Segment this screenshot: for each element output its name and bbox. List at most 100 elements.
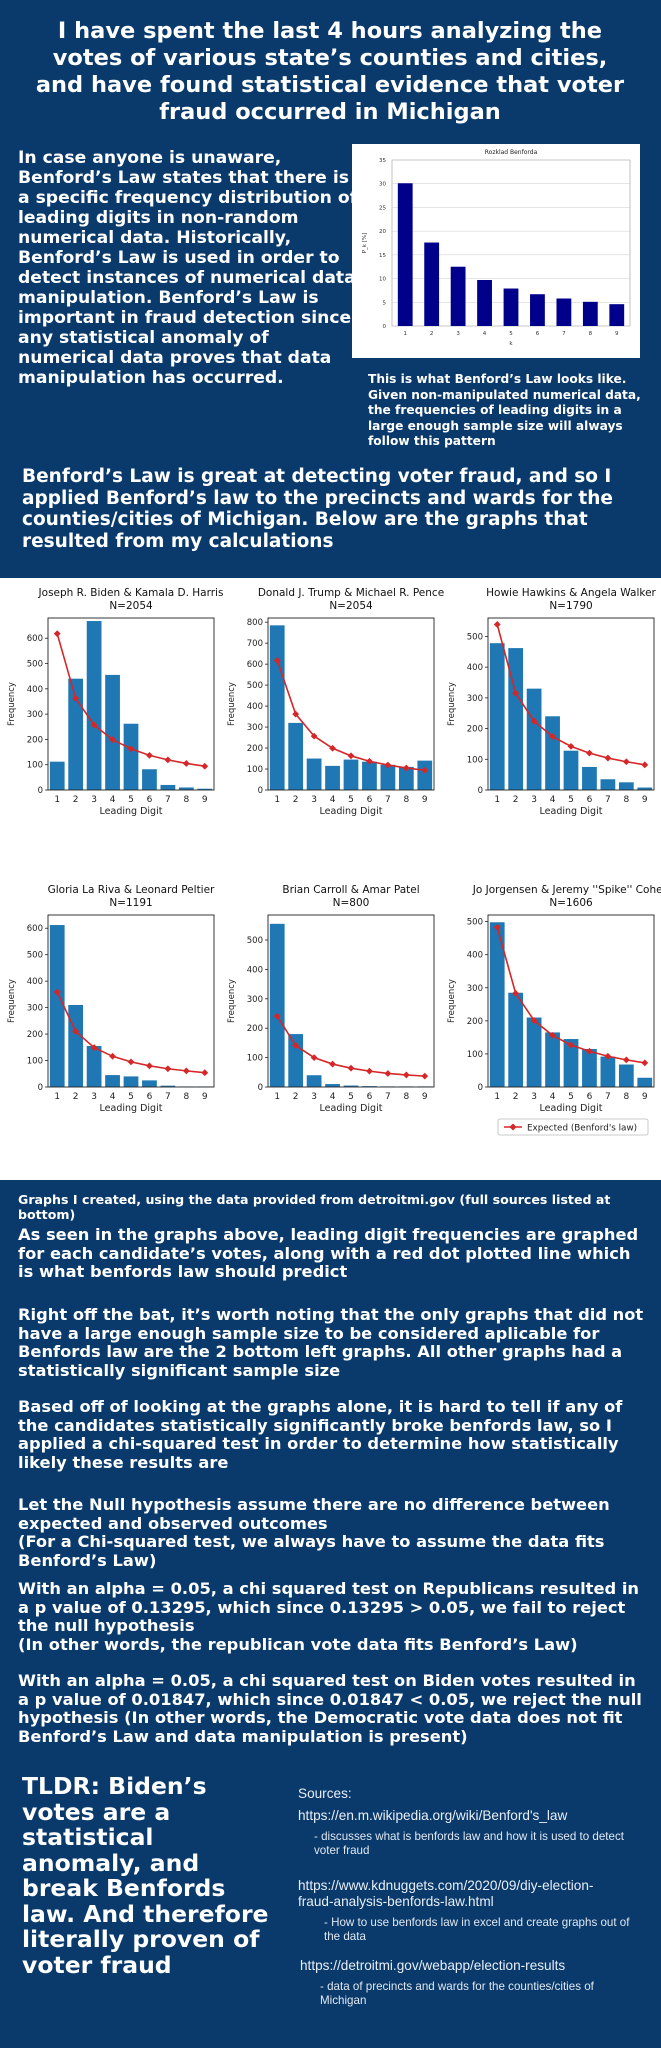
bar [160,784,176,790]
x-tick-label: 2 [513,795,519,805]
x-tick-label: 6 [587,795,593,805]
intro-paragraph: In case anyone is unaware, Benford’s Law… [18,148,358,388]
expected-point [567,742,575,750]
x-tick-label: 6 [536,331,540,337]
y-tick-label: 300 [247,723,263,733]
bar [160,1085,176,1087]
chart-title: Howie Hawkins & Angela Walker [486,587,656,599]
expected-point [530,717,538,725]
x-tick-label: 6 [147,1092,153,1102]
expected-point [402,764,410,772]
chart-title: Donald J. Trump & Michael R. Pence [258,587,444,599]
bar [563,1039,579,1087]
expected-point [622,1056,630,1064]
x-tick-label: 9 [615,331,619,337]
bar [477,279,492,326]
charts-panel: Joseph R. Biden & Kamala D. Harris N=2054… [0,578,661,1180]
y-tick-label: 0 [258,1083,263,1093]
bar [508,992,524,1087]
bar [86,621,102,790]
expected-point [567,1041,575,1049]
y-tick-label: 400 [467,663,483,673]
y-axis-label: Frequency [447,979,457,1023]
paragraph-sample-size: Right off the bat, it’s worth noting tha… [18,1305,644,1381]
x-tick-label: 2 [293,1092,299,1102]
y-tick-label: 300 [467,694,483,704]
x-tick-label: 8 [183,1092,189,1102]
source-link[interactable]: https://www.kdnuggets.com/2020/09/diy-el… [298,1878,594,1909]
bar [178,787,194,790]
x-tick-label: 2 [293,795,299,805]
y-tick-label: 100 [247,1054,263,1064]
y-tick-label: 600 [247,660,263,670]
expected-point [127,745,135,753]
x-axis-label: Leading Digit [320,1103,383,1114]
expected-point [347,752,355,760]
x-tick-label: 4 [550,795,556,805]
x-tick-label: 4 [483,331,487,337]
x-tick-label: 9 [202,795,208,805]
x-axis-label: Leading Digit [100,806,163,817]
paragraph-biden-test: With an alpha = 0.05, a chi squared test… [18,1671,642,1747]
expected-point [109,1052,116,1060]
bar [637,787,653,790]
bar [306,758,322,790]
y-tick-label: 300 [247,995,263,1005]
expected-point [201,1069,209,1077]
bar [600,779,616,790]
expected-point [109,736,116,744]
y-axis-label: P_k [%] [362,233,368,254]
y-tick-label: 500 [27,951,43,961]
bar [269,923,285,1087]
x-tick-label: 9 [202,1092,208,1102]
x-axis-label: Leading Digit [320,806,383,817]
y-tick-label: 800 [247,618,263,628]
expected-point [622,758,630,766]
expected-point [53,630,61,638]
x-tick-label: 3 [91,1092,97,1102]
bar [582,1048,597,1087]
chart-n-label: N=1191 [109,897,152,909]
bar [306,1075,322,1087]
bar [600,1056,616,1087]
expected-point [146,1062,153,1070]
x-tick-label: 3 [531,795,537,805]
x-axis-label: Leading Digit [100,1103,163,1114]
source-link[interactable]: https://en.m.wikipedia.org/wiki/Benford'… [298,1808,568,1823]
x-tick-label: 1 [494,795,500,805]
x-tick-label: 8 [623,1092,629,1102]
expected-point [512,689,520,697]
x-tick-label: 5 [568,795,574,805]
x-tick-label: 1 [403,331,407,337]
x-tick-label: 6 [367,795,373,805]
expected-point [329,1060,336,1068]
bar [288,1034,304,1087]
bar [197,788,213,790]
bar [380,764,396,790]
expected-point [641,761,649,769]
y-tick-label: 700 [247,639,263,649]
expected-point [366,757,373,765]
source-link[interactable]: https://detroitmi.gov/webapp/election-re… [300,1958,566,1973]
x-tick-label: 6 [587,1092,593,1102]
bar [582,301,598,326]
x-tick-label: 1 [54,1092,60,1102]
x-tick-label: 7 [605,1092,611,1102]
x-tick-label: 5 [509,331,513,337]
paragraph-null-hypothesis: Let the Null hypothesis assume there are… [18,1495,610,1571]
chart-title: Jo Jorgensen & Jeremy ''Spike'' Cohen [472,884,661,896]
bar [288,722,304,790]
bar [105,1075,120,1087]
bar [68,678,84,790]
candidate-chart: Joseph R. Biden & Kamala D. HarrisN=2054… [7,587,223,817]
x-tick-label: 5 [348,1092,354,1102]
source-note: - discusses what is benfords law and how… [314,1830,624,1857]
x-axis-label: Leading Digit [540,1103,603,1114]
bar [530,294,545,326]
plot-frame [267,914,435,1088]
bar [417,760,433,790]
x-axis-label: k [509,341,513,347]
y-tick-label: 200 [27,735,43,745]
y-tick-label: 0 [258,786,263,796]
